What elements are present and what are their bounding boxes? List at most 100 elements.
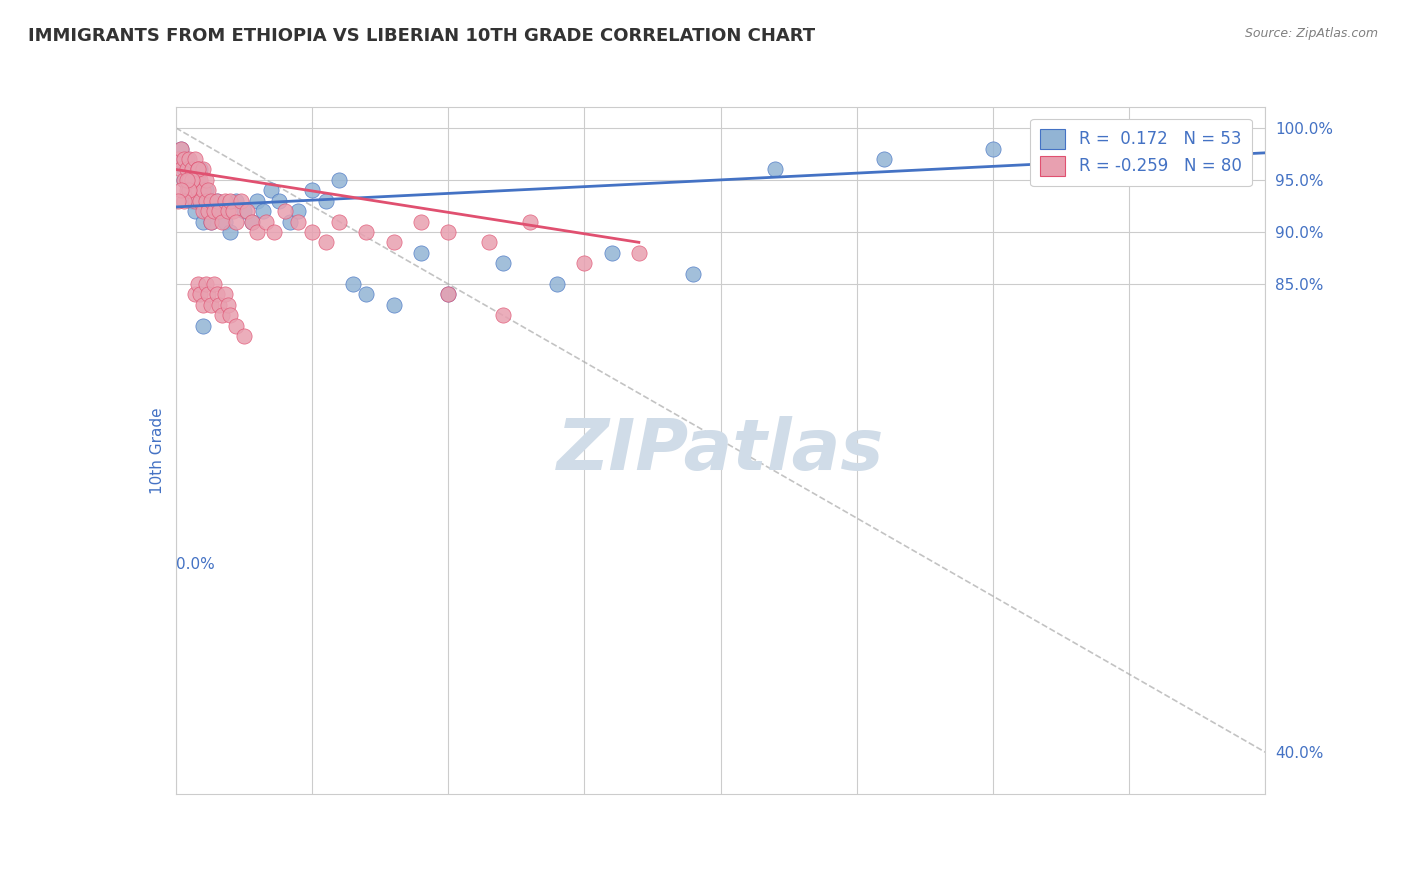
Point — [278, 214, 301, 228]
Point — [191, 318, 214, 333]
Point — [208, 298, 231, 312]
Point — [287, 214, 309, 228]
Point — [274, 204, 297, 219]
Point — [197, 287, 219, 301]
Text: ZIPatlas: ZIPatlas — [557, 416, 884, 485]
Point — [184, 287, 207, 301]
Point — [254, 214, 277, 228]
Point — [287, 204, 309, 219]
Point — [409, 245, 432, 260]
Point — [191, 183, 214, 197]
Point — [600, 245, 623, 260]
Point — [217, 298, 239, 312]
Point — [167, 152, 190, 166]
Point — [184, 204, 207, 219]
Point — [763, 162, 786, 177]
Point — [176, 173, 198, 187]
Point — [342, 277, 364, 291]
Point — [981, 142, 1004, 156]
Point — [214, 194, 236, 208]
Point — [186, 277, 209, 291]
Point — [186, 162, 209, 177]
Point — [269, 194, 291, 208]
Point — [200, 298, 222, 312]
Point — [167, 152, 190, 166]
Point — [208, 204, 231, 219]
Text: IMMIGRANTS FROM ETHIOPIA VS LIBERIAN 10TH GRADE CORRELATION CHART: IMMIGRANTS FROM ETHIOPIA VS LIBERIAN 10T… — [28, 27, 815, 45]
Point — [173, 173, 195, 187]
Point — [176, 183, 198, 197]
Point — [194, 183, 217, 197]
Point — [232, 329, 254, 343]
Point — [173, 194, 195, 208]
Point — [200, 194, 222, 208]
Point — [574, 256, 596, 270]
Point — [179, 183, 201, 197]
Point — [222, 204, 245, 219]
Point — [492, 308, 515, 322]
Point — [217, 204, 239, 219]
Point — [214, 287, 236, 301]
Point — [176, 152, 198, 166]
Point — [328, 214, 350, 228]
Point — [219, 308, 242, 322]
Point — [167, 194, 190, 208]
Point — [246, 225, 269, 239]
Point — [191, 298, 214, 312]
Point — [437, 287, 460, 301]
Point — [197, 183, 219, 197]
Point — [181, 173, 204, 187]
Point — [1091, 131, 1114, 145]
Point — [627, 245, 650, 260]
Y-axis label: 10th Grade: 10th Grade — [149, 407, 165, 494]
Point — [240, 214, 263, 228]
Point — [191, 204, 214, 219]
Point — [197, 204, 219, 219]
Point — [202, 204, 225, 219]
Point — [179, 162, 201, 177]
Point — [214, 214, 236, 228]
Point — [197, 194, 219, 208]
Point — [301, 225, 323, 239]
Point — [186, 194, 209, 208]
Point — [194, 277, 217, 291]
Point — [170, 183, 193, 197]
Point — [173, 162, 195, 177]
Point — [188, 162, 211, 177]
Text: Source: ZipAtlas.com: Source: ZipAtlas.com — [1244, 27, 1378, 40]
Point — [184, 173, 207, 187]
Point — [170, 142, 193, 156]
Point — [301, 183, 323, 197]
Point — [181, 173, 204, 187]
Point — [179, 152, 201, 166]
Text: 0.0%: 0.0% — [176, 557, 215, 572]
Point — [437, 225, 460, 239]
Point — [176, 162, 198, 177]
Point — [202, 277, 225, 291]
Point — [173, 173, 195, 187]
Point — [211, 308, 233, 322]
Point — [208, 204, 231, 219]
Point — [181, 162, 204, 177]
Point — [225, 214, 247, 228]
Point — [202, 204, 225, 219]
Point — [546, 277, 568, 291]
Point — [200, 214, 222, 228]
Point — [205, 194, 228, 208]
Point — [382, 298, 405, 312]
Point — [519, 214, 541, 228]
Point — [356, 287, 378, 301]
Point — [328, 173, 350, 187]
Point — [194, 204, 217, 219]
Point — [173, 152, 195, 166]
Point — [246, 194, 269, 208]
Point — [219, 225, 242, 239]
Point — [492, 256, 515, 270]
Point — [225, 194, 247, 208]
Point — [225, 318, 247, 333]
Point — [260, 183, 283, 197]
Point — [315, 194, 337, 208]
Point — [382, 235, 405, 250]
Point — [478, 235, 501, 250]
Point — [191, 194, 214, 208]
